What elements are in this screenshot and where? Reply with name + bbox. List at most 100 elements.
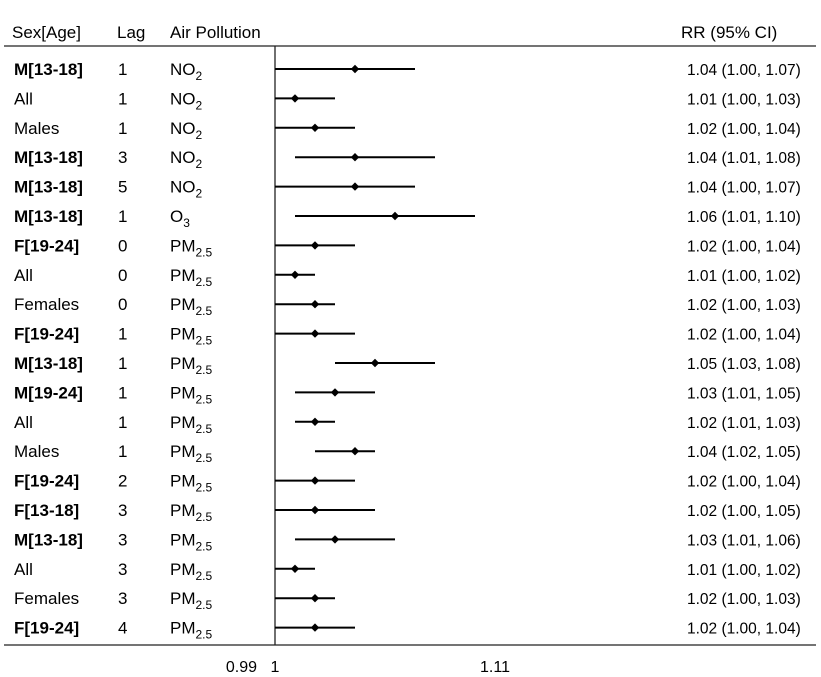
- rr-point: [290, 270, 300, 279]
- row-rr-ci-text: 1.02 (1.00, 1.03): [687, 591, 801, 608]
- forest-row: F[19-24] 2 PM2.5 1.02 (1.00, 1.04): [14, 472, 801, 495]
- row-lag-label: 1: [118, 442, 127, 461]
- row-pollutant-label: PM2.5: [170, 236, 213, 259]
- row-lag-label: 1: [118, 413, 127, 432]
- pollutant-subscript: 2.5: [196, 275, 213, 289]
- pollutant-subscript: 2: [196, 128, 203, 142]
- pollutant-subscript: 2.5: [196, 598, 213, 612]
- pollutant-base: PM: [170, 589, 196, 608]
- row-pollutant-label: PM2.5: [170, 619, 213, 642]
- row-pollutant-label: NO2: [170, 60, 203, 83]
- row-group-label: M[13-18]: [14, 60, 83, 79]
- row-rr-ci-text: 1.02 (1.01, 1.03): [687, 415, 801, 432]
- pollutant-base: PM: [170, 442, 196, 461]
- header-sex-age: Sex[Age]: [12, 23, 81, 42]
- pollutant-base: NO: [170, 148, 196, 167]
- pollutant-subscript: 2: [196, 157, 203, 171]
- row-group-label: Females: [14, 295, 79, 314]
- row-rr-ci-text: 1.01 (1.00, 1.03): [687, 91, 801, 108]
- forest-row: M[13-18] 1 O3 1.06 (1.01, 1.10): [14, 207, 801, 230]
- pollutant-base: PM: [170, 383, 196, 402]
- header-rr-ci: RR (95% CI): [681, 23, 777, 42]
- row-lag-label: 1: [118, 383, 127, 402]
- row-group-label: M[13-18]: [14, 178, 83, 197]
- pollutant-base: NO: [170, 89, 196, 108]
- row-group-label: F[19-24]: [14, 472, 79, 491]
- row-pollutant-label: PM2.5: [170, 501, 213, 524]
- row-group-label: M[13-18]: [14, 354, 83, 373]
- rr-point: [390, 211, 400, 221]
- pollutant-subscript: 2.5: [196, 363, 213, 377]
- row-lag-label: 0: [118, 295, 127, 314]
- row-lag-label: 3: [118, 501, 127, 520]
- pollutant-subscript: 2: [196, 98, 203, 112]
- row-group-label: All: [14, 266, 33, 285]
- header-lag: Lag: [117, 23, 145, 42]
- pollutant-base: PM: [170, 530, 196, 549]
- row-lag-label: 1: [118, 60, 127, 79]
- row-pollutant-label: PM2.5: [170, 325, 213, 348]
- forest-row: All 0 PM2.5 1.01 (1.00, 1.02): [14, 266, 801, 289]
- rr-point: [310, 123, 320, 132]
- row-rr-ci-text: 1.04 (1.00, 1.07): [687, 62, 801, 79]
- rr-point: [310, 241, 320, 250]
- rr-point: [350, 447, 360, 456]
- forest-row: Males 1 PM2.5 1.04 (1.02, 1.05): [14, 442, 801, 465]
- rr-point: [310, 329, 320, 338]
- row-pollutant-label: PM2.5: [170, 266, 213, 289]
- rr-point: [310, 505, 320, 515]
- pollutant-subscript: 2.5: [196, 304, 213, 318]
- row-lag-label: 0: [118, 236, 127, 255]
- pollutant-base: O: [170, 207, 183, 226]
- row-pollutant-label: O3: [170, 207, 190, 230]
- row-rr-ci-text: 1.02 (1.00, 1.04): [687, 474, 801, 491]
- row-group-label: All: [14, 560, 33, 579]
- row-rr-ci-text: 1.02 (1.00, 1.03): [687, 297, 801, 314]
- rr-point: [310, 623, 320, 632]
- row-lag-label: 1: [118, 89, 127, 108]
- rr-point: [370, 358, 380, 368]
- row-group-label: F[19-24]: [14, 236, 79, 255]
- pollutant-subscript: 2.5: [196, 628, 213, 642]
- row-rr-ci-text: 1.04 (1.01, 1.08): [687, 150, 801, 167]
- forest-row: F[13-18] 3 PM2.5 1.02 (1.00, 1.05): [14, 501, 801, 524]
- header-air-pollution: Air Pollution: [170, 23, 261, 42]
- rr-point: [310, 417, 320, 426]
- forest-row: Males 1 NO2 1.02 (1.00, 1.04): [14, 119, 801, 142]
- rr-point: [290, 564, 300, 573]
- row-lag-label: 2: [118, 472, 127, 491]
- pollutant-base: PM: [170, 236, 196, 255]
- row-rr-ci-text: 1.02 (1.00, 1.04): [687, 238, 801, 255]
- row-rr-ci-text: 1.03 (1.01, 1.05): [687, 385, 801, 402]
- row-pollutant-label: NO2: [170, 178, 203, 201]
- row-rr-ci-text: 1.02 (1.00, 1.04): [687, 327, 801, 344]
- row-group-label: M[19-24]: [14, 383, 83, 402]
- pollutant-subscript: 2.5: [196, 481, 213, 495]
- pollutant-base: PM: [170, 472, 196, 491]
- pollutant-subscript: 2.5: [196, 245, 213, 259]
- row-lag-label: 1: [118, 354, 127, 373]
- row-pollutant-label: PM2.5: [170, 589, 213, 612]
- pollutant-base: PM: [170, 619, 196, 638]
- row-lag-label: 1: [118, 119, 127, 138]
- x-tick-label: 0.99: [226, 659, 257, 676]
- rr-point: [310, 594, 320, 603]
- pollutant-subscript: 2.5: [196, 569, 213, 583]
- pollutant-base: PM: [170, 266, 196, 285]
- row-group-label: M[13-18]: [14, 207, 83, 226]
- pollutant-subscript: 2.5: [196, 422, 213, 436]
- x-tick-label: 1.11: [480, 659, 510, 676]
- forest-row: Females 0 PM2.5 1.02 (1.00, 1.03): [14, 295, 801, 318]
- row-rr-ci-text: 1.01 (1.00, 1.02): [687, 562, 801, 579]
- pollutant-base: PM: [170, 295, 196, 314]
- row-pollutant-label: PM2.5: [170, 530, 213, 553]
- rr-point: [290, 94, 300, 103]
- rr-point: [350, 64, 360, 74]
- forest-row: All 3 PM2.5 1.01 (1.00, 1.02): [14, 560, 801, 583]
- forest-row: F[19-24] 4 PM2.5 1.02 (1.00, 1.04): [14, 619, 801, 642]
- x-axis-ticks: 0.99 1 1.11: [226, 659, 510, 676]
- row-rr-ci-text: 1.02 (1.00, 1.04): [687, 621, 801, 638]
- row-pollutant-label: PM2.5: [170, 413, 213, 436]
- pollutant-base: PM: [170, 413, 196, 432]
